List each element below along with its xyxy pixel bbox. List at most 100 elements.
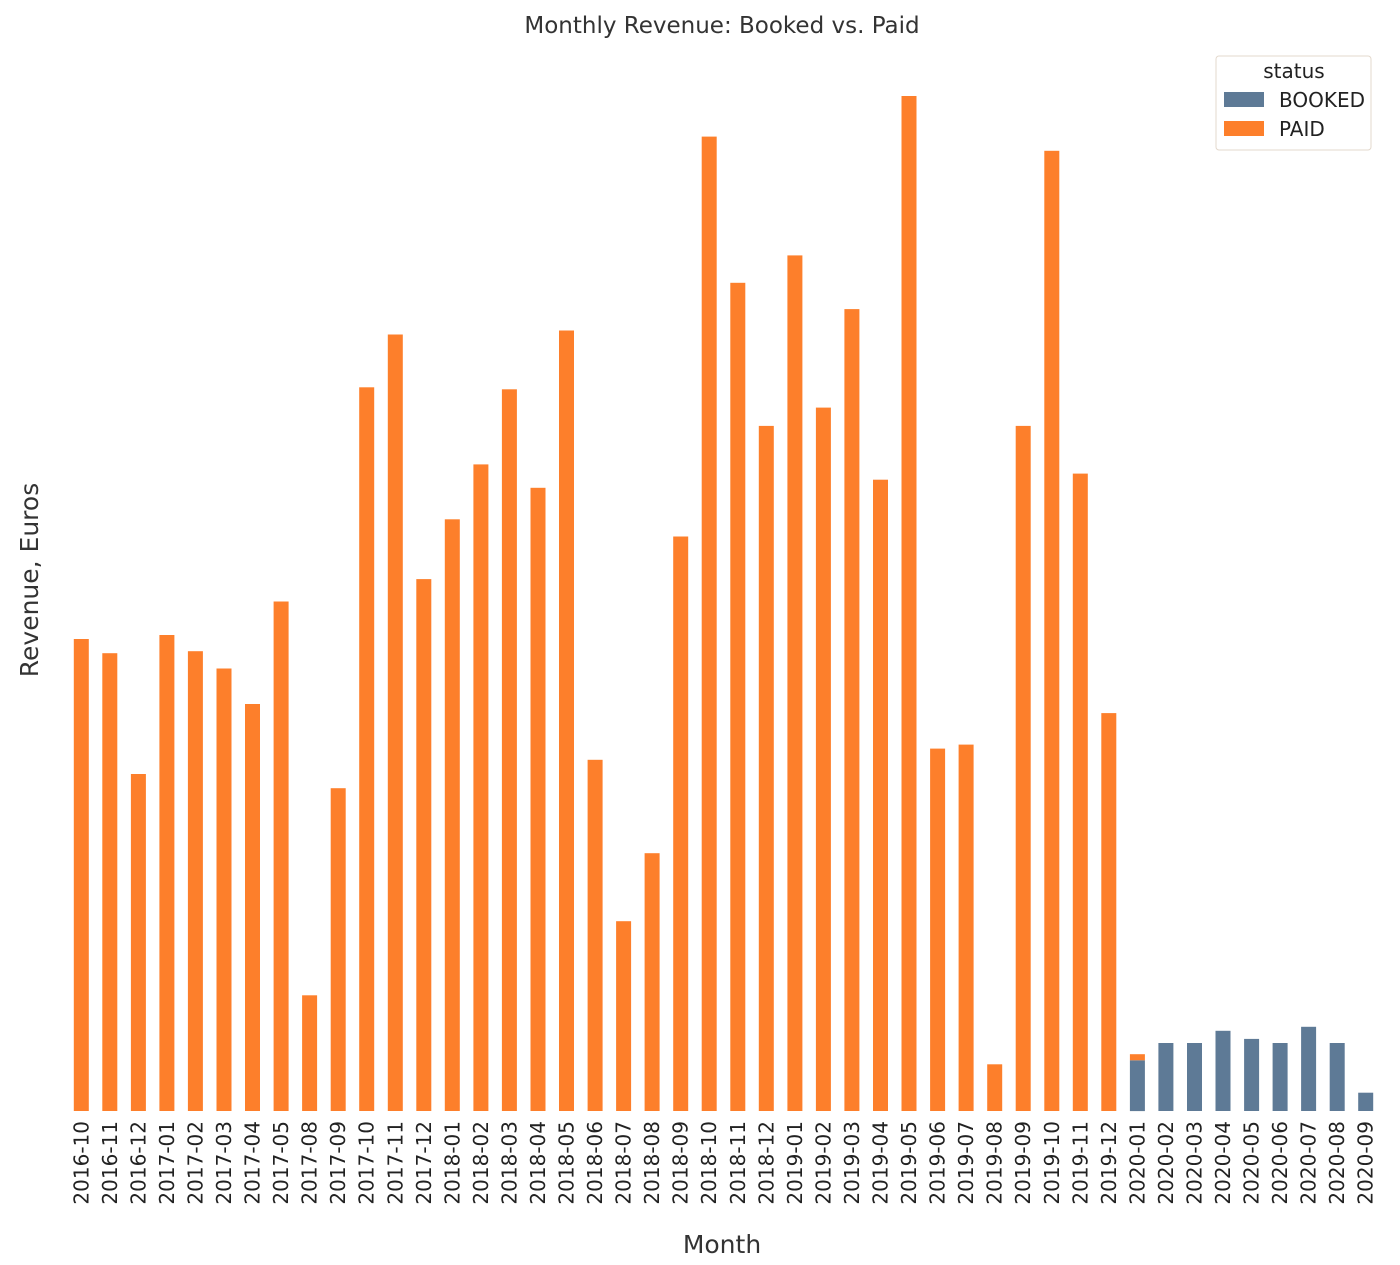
x-tick-label: 2017-03 <box>212 1121 236 1205</box>
bar-paid-2017-01 <box>159 635 175 1111</box>
bar-booked-2020-02 <box>1158 1043 1174 1111</box>
x-tick-label: 2019-02 <box>811 1121 835 1205</box>
y-axis-label: Revenue, Euros <box>15 483 44 677</box>
x-tick-label: 2017-01 <box>155 1121 179 1205</box>
bar-paid-2019-04 <box>873 479 888 1111</box>
x-tick-label: 2018-07 <box>612 1121 636 1205</box>
x-tick-label: 2018-05 <box>555 1121 579 1205</box>
x-tick-label: 2020-04 <box>1211 1121 1235 1205</box>
bar-paid-2018-12 <box>758 425 774 1111</box>
bar-booked-2020-09 <box>1358 1092 1374 1111</box>
x-tick-label: 2016-12 <box>126 1121 150 1205</box>
bar-paid-2018-09 <box>673 536 689 1111</box>
bar-paid-2016-11 <box>102 653 118 1111</box>
legend-label-paid: PAID <box>1279 117 1325 141</box>
x-tick-label: 2020-08 <box>1325 1121 1349 1205</box>
x-tick-label: 2019-04 <box>869 1121 893 1205</box>
x-tick-label: 2017-08 <box>298 1121 322 1205</box>
bar-paid-2018-10 <box>701 136 717 1112</box>
x-tick-label: 2019-11 <box>1068 1121 1092 1205</box>
x-tick-label: 2020-09 <box>1354 1121 1378 1205</box>
x-tick-label: 2020-01 <box>1125 1121 1149 1205</box>
bar-booked-2020-04 <box>1215 1030 1231 1111</box>
bar-booked-2020-07 <box>1301 1026 1317 1111</box>
bar-paid-2017-10 <box>359 387 375 1111</box>
x-tick-label: 2019-01 <box>783 1121 807 1205</box>
bar-paid-2018-06 <box>587 759 603 1111</box>
bar-paid-2017-02 <box>187 651 203 1111</box>
bar-paid-2018-02 <box>473 464 489 1111</box>
bar-paid-2019-11 <box>1072 473 1088 1112</box>
legend-swatch-paid <box>1224 121 1264 136</box>
bar-paid-2018-05 <box>559 330 574 1111</box>
bar-paid-2019-07 <box>958 744 974 1111</box>
x-tick-label: 2017-02 <box>183 1121 207 1205</box>
x-tick-label: 2020-02 <box>1154 1121 1178 1205</box>
x-tick-label: 2018-04 <box>526 1121 550 1205</box>
x-tick-label: 2019-07 <box>954 1121 978 1205</box>
bar-paid-2019-02 <box>815 407 831 1112</box>
legend-swatch-booked <box>1224 92 1264 107</box>
bars-group <box>73 96 1374 1112</box>
x-tick-label: 2019-08 <box>983 1121 1007 1205</box>
x-tick-label: 2018-12 <box>754 1121 778 1205</box>
x-tick-label: 2019-10 <box>1040 1121 1064 1205</box>
bar-paid-2017-08 <box>302 995 318 1111</box>
bar-paid-2019-09 <box>1015 425 1031 1111</box>
x-tick-label: 2018-01 <box>440 1121 464 1205</box>
bar-paid-2016-10 <box>73 639 89 1111</box>
legend-title: status <box>1263 59 1324 83</box>
x-tick-labels: 2016-10 2016-11 2016-12 2017-01 2017-02 2017-… <box>69 1121 1377 1205</box>
legend: status BOOKED PAID <box>1215 55 1372 151</box>
x-tick-label: 2020-03 <box>1183 1121 1207 1205</box>
bar-paid-2018-07 <box>616 921 632 1111</box>
x-tick-label: 2018-08 <box>640 1121 664 1205</box>
x-tick-label: 2019-05 <box>897 1121 921 1205</box>
x-tick-label: 2016-10 <box>69 1121 93 1205</box>
bar-paid-2019-12 <box>1101 713 1117 1111</box>
x-tick-label: 2018-10 <box>697 1121 721 1205</box>
x-tick-label: 2017-05 <box>269 1121 293 1205</box>
chart-title: Monthly Revenue: Booked vs. Paid <box>524 13 919 39</box>
bar-booked-2020-03 <box>1187 1043 1202 1111</box>
x-tick-label: 2016-11 <box>98 1121 122 1205</box>
legend-label-booked: BOOKED <box>1279 88 1365 112</box>
bar-paid-2017-05 <box>273 601 289 1111</box>
bar-paid-2018-08 <box>644 853 660 1111</box>
x-tick-label: 2018-11 <box>726 1121 750 1205</box>
bar-paid-2019-03 <box>844 309 860 1112</box>
bar-booked-2020-06 <box>1272 1043 1288 1111</box>
x-tick-label: 2020-07 <box>1297 1121 1321 1205</box>
x-tick-label: 2019-03 <box>840 1121 864 1205</box>
bar-booked-2020-05 <box>1244 1038 1260 1111</box>
bar-paid-2018-03 <box>501 389 517 1111</box>
bar-paid-2017-11 <box>387 334 403 1111</box>
bar-paid-2018-04 <box>530 487 546 1111</box>
bar-paid-2017-04 <box>245 704 260 1111</box>
x-tick-label: 2020-05 <box>1240 1121 1264 1205</box>
x-tick-label: 2019-12 <box>1097 1121 1121 1205</box>
x-tick-label: 2018-03 <box>497 1121 521 1205</box>
x-tick-label: 2017-11 <box>383 1121 407 1205</box>
bar-paid-2019-06 <box>930 748 946 1111</box>
bar-paid-2018-01 <box>444 519 460 1111</box>
bar-paid-2020-01 <box>1129 1054 1145 1061</box>
bar-paid-2019-10 <box>1044 150 1060 1112</box>
bar-booked-2020-08 <box>1329 1043 1345 1111</box>
bar-paid-2016-12 <box>130 774 146 1111</box>
x-tick-label: 2018-02 <box>469 1121 493 1205</box>
bar-paid-2019-01 <box>787 255 803 1111</box>
bar-paid-2018-11 <box>730 282 746 1111</box>
x-tick-label: 2020-06 <box>1268 1121 1292 1205</box>
bar-paid-2019-08 <box>987 1064 1003 1111</box>
bar-paid-2019-05 <box>901 96 917 1111</box>
x-tick-label: 2018-09 <box>669 1121 693 1205</box>
bar-booked-2020-01 <box>1129 1060 1145 1112</box>
x-tick-label: 2017-12 <box>412 1121 436 1205</box>
x-axis-label: Month <box>683 1230 761 1259</box>
x-tick-label: 2017-10 <box>355 1121 379 1205</box>
bar-paid-2017-09 <box>330 788 346 1111</box>
x-tick-label: 2019-09 <box>1011 1121 1035 1205</box>
x-tick-label: 2018-06 <box>583 1121 607 1205</box>
